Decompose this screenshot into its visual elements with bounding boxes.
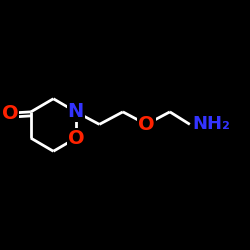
Text: O: O [2,104,18,122]
Text: O: O [138,115,155,134]
Text: N: N [68,102,84,122]
Text: O: O [68,129,84,148]
Text: NH₂: NH₂ [192,116,230,134]
